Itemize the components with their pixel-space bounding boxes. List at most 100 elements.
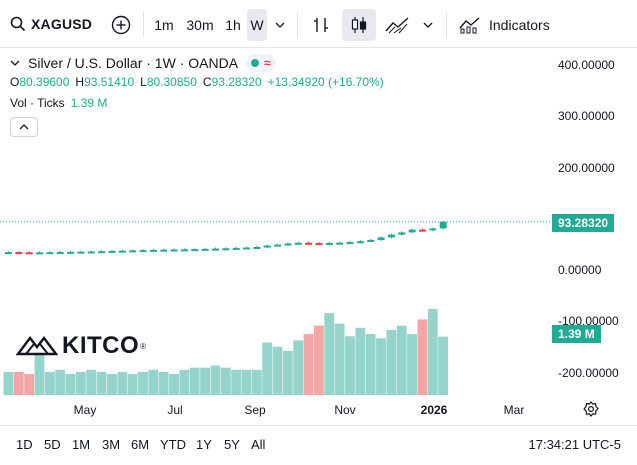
range-1d[interactable]: 1D [16,437,33,452]
kitco-brand: KITCO [62,332,140,359]
volume-bar [417,319,428,395]
kitco-registered: ® [140,341,147,351]
interval-dropdown[interactable] [270,9,290,41]
close-value: 93.28320 [211,75,262,89]
volume-bar [107,374,117,395]
price-chart[interactable] [0,48,637,418]
volume-bars [3,308,449,395]
collapse-legend-button[interactable] [10,117,38,137]
volume-bar [293,340,304,395]
volume-bar [65,374,76,395]
range-all[interactable]: All [251,437,266,452]
volume-bar [158,371,169,395]
high-label: H [75,75,85,89]
chevron-down-icon [275,22,285,28]
volume-bar [396,325,407,395]
range-3m[interactable]: 3M [102,437,121,452]
bars-icon [314,18,328,32]
volume-bar [365,334,376,395]
interval-1h[interactable]: 1h [225,17,241,33]
volume-value: 1.39 M [70,96,108,110]
range-bar: 1D 5D 1M 3M 6M YTD 1Y 5Y All 17:34:21 UT… [0,425,637,465]
chart-type-dropdown[interactable] [418,9,438,41]
volume-bar [407,334,417,395]
search-icon [10,16,26,32]
volume-bar [96,371,107,395]
compare-button[interactable] [107,9,135,41]
volume-bar [13,371,24,395]
volume-bar [117,371,128,395]
time-axis-label: 2026 [420,403,448,417]
current-volume-tag: 1.39 M [552,325,601,343]
area-icon [385,17,409,34]
price-axis-label: 300.00000 [558,109,615,123]
open-value: 80.39600 [19,75,70,89]
chevron-down-icon[interactable] [10,60,20,66]
toolbar-divider [297,12,298,38]
ohlc-row: O80.39600 H93.51410 L80.30850 C93.28320 … [10,75,384,89]
area-chart-type-button[interactable] [382,9,412,41]
volume-bar [282,350,293,395]
change-value: +13.34920 (+16.70%) [267,75,384,89]
open-label: O [10,75,20,89]
top-toolbar: XAGUSD 1m 30m 1h W [0,0,637,48]
status-badge[interactable]: ≈ [246,54,276,72]
kitco-logo-icon [16,336,58,356]
time-axis-label: Mar [503,403,525,417]
volume-bar [169,374,179,395]
volume-bar [75,371,86,395]
volume-row: Vol · Ticks 1.39 M [10,96,107,110]
price-axis-label: -200.00000 [558,366,619,380]
volume-bar [324,313,335,395]
volume-bar [241,369,252,395]
price-axis-label: -100.00000 [558,314,619,328]
time-axis-label: Sep [244,403,266,417]
toolbar-divider [446,12,447,38]
volume-bar [262,342,273,395]
volume-bar [376,338,386,395]
volume-bar [438,336,449,395]
volume-bar [334,323,345,395]
volume-bar [345,336,355,395]
volume-bar [427,308,438,395]
candles [5,220,447,255]
chevron-up-icon [19,124,29,130]
volume-bar [231,369,242,395]
volume-bar [3,371,14,395]
volume-bar [303,334,314,395]
volume-bar [189,367,200,395]
candles-chart-type-button[interactable] [342,9,376,41]
range-5y[interactable]: 5Y [224,437,240,452]
delay-wave-icon: ≈ [264,56,271,70]
time-axis-label: May [73,403,97,417]
symbol-name: XAGUSD [31,16,93,32]
timezone-clock[interactable]: 17:34:21 UTC-5 [528,437,622,452]
price-axis-label: 400.00000 [558,58,615,72]
price-axis-label: 200.00000 [558,161,615,175]
volume-bar [179,369,190,395]
bar-chart-type-button[interactable] [306,9,336,41]
symbol-search[interactable]: XAGUSD [10,0,92,48]
range-5d[interactable]: 5D [44,437,61,452]
volume-bar [86,369,97,395]
close-label: C [202,75,212,89]
toolbar-divider [143,12,144,38]
range-ytd[interactable]: YTD [160,437,186,452]
volume-bar [138,371,148,395]
indicators-button[interactable]: Indicators [455,9,555,41]
interval-30m[interactable]: 30m [186,17,214,33]
range-1y[interactable]: 1Y [196,437,212,452]
interval-w[interactable]: W [247,9,267,41]
volume-bar [220,367,231,395]
volume-bar [210,365,221,395]
volume-bar [148,369,159,395]
settings-gear-icon[interactable] [583,401,599,417]
range-6m[interactable]: 6M [131,437,150,452]
range-1m[interactable]: 1M [72,437,91,452]
interval-1m[interactable]: 1m [154,17,174,33]
volume-bar [355,327,366,395]
volume-bar [34,355,45,395]
current-price-tag: 93.28320 [552,214,615,232]
volume-label: Vol · Ticks [10,96,65,110]
indicators-icon [459,17,480,34]
